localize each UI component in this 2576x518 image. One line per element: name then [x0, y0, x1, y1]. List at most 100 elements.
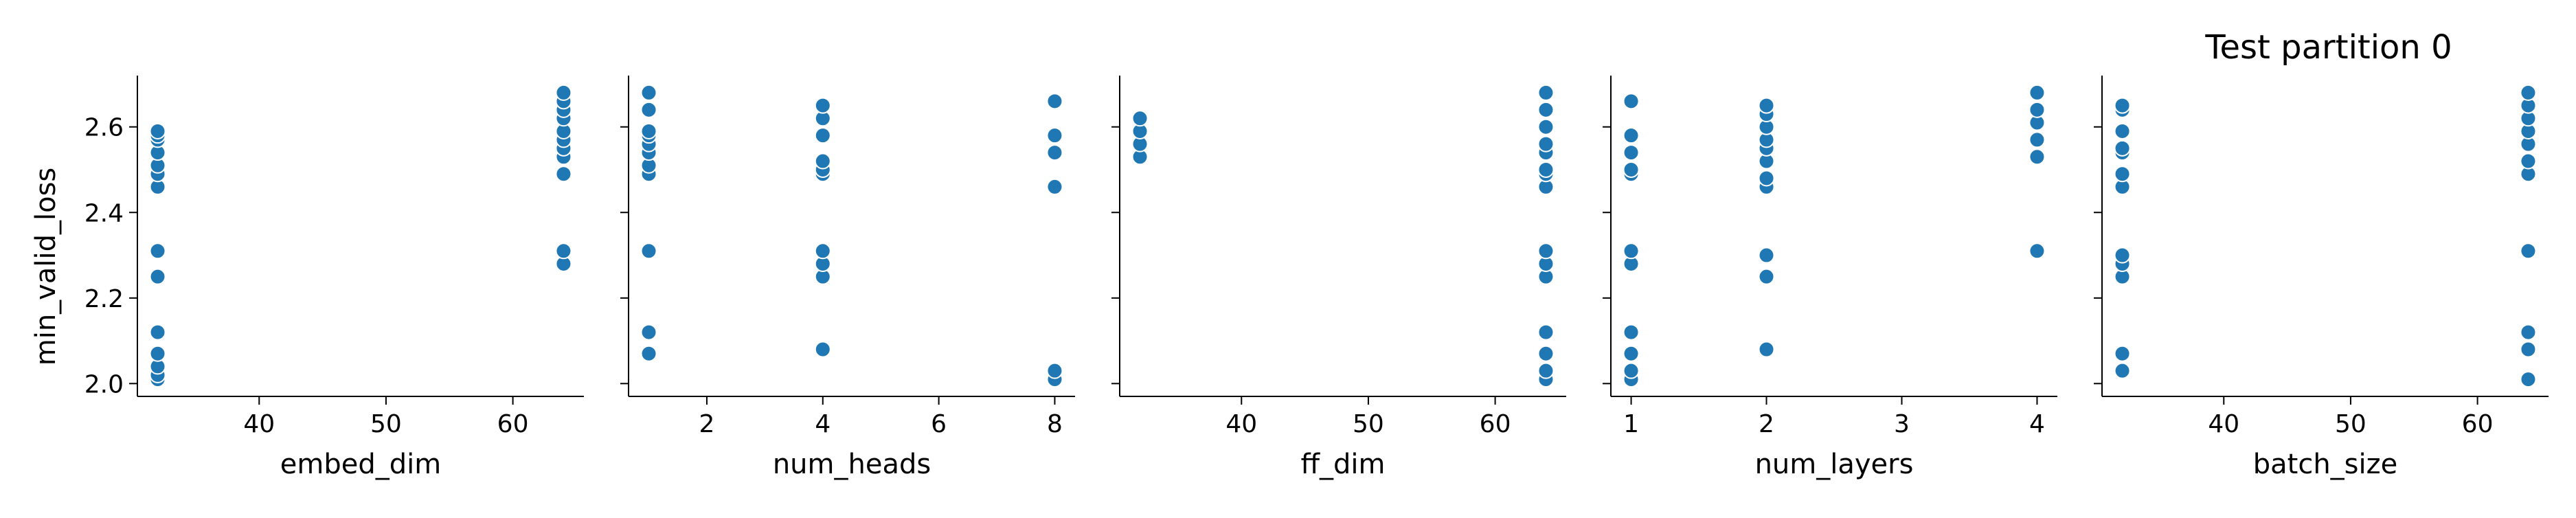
data-point	[1537, 345, 1555, 362]
x-tick-label: 2	[699, 410, 715, 438]
data-point	[1623, 362, 1640, 379]
y-axis-label: min_valid_loss	[30, 168, 62, 366]
data-point	[814, 97, 831, 114]
data-point	[1537, 118, 1555, 135]
data-point	[555, 166, 572, 183]
data-point	[555, 84, 572, 101]
data-point	[1046, 362, 1063, 379]
data-point	[1537, 362, 1555, 379]
points-group	[149, 84, 572, 388]
data-point	[1623, 93, 1640, 110]
data-point	[1046, 127, 1063, 144]
x-tick-label: 1	[1623, 410, 1639, 438]
data-point	[1623, 324, 1640, 341]
data-point	[2520, 153, 2537, 170]
data-point	[814, 153, 831, 170]
data-point	[1758, 170, 1775, 187]
x-axis-label: num_heads	[773, 449, 931, 480]
data-point	[1046, 144, 1063, 161]
data-point	[1758, 268, 1775, 285]
panel-num-heads: 2 4 6 8 num_heads	[620, 76, 1075, 480]
data-point	[2029, 243, 2046, 260]
y-tick-label: 2.2	[84, 285, 124, 313]
data-point	[1758, 247, 1775, 264]
x-tick-label: 50	[2335, 410, 2366, 438]
points-group	[640, 84, 1063, 388]
data-point	[814, 243, 831, 260]
data-point	[640, 84, 657, 101]
data-point	[1537, 84, 1555, 101]
data-point	[640, 324, 657, 341]
data-point	[2520, 243, 2537, 260]
figure-title: Test partition 0	[2204, 28, 2452, 67]
data-point	[149, 268, 166, 285]
data-point	[1623, 345, 1640, 362]
data-point	[2029, 148, 2046, 166]
data-point	[2114, 122, 2131, 139]
data-point	[1537, 135, 1555, 153]
x-axis-label: num_layers	[1755, 449, 1914, 480]
data-point	[2520, 324, 2537, 341]
data-point	[555, 243, 572, 260]
data-point	[640, 122, 657, 139]
panel-batch-size: 40 50 60 batch_size	[2094, 76, 2549, 480]
data-point	[2114, 345, 2131, 362]
data-point	[640, 101, 657, 118]
data-point	[1537, 161, 1555, 178]
x-tick-label: 6	[931, 410, 947, 438]
x-tick-label: 4	[2029, 410, 2045, 438]
data-point	[2029, 84, 2046, 101]
data-point	[640, 345, 657, 362]
x-tick-label: 2	[1759, 410, 1774, 438]
y-tick-label: 2.4	[84, 199, 124, 227]
x-tick-label: 4	[815, 410, 831, 438]
points-group	[1623, 84, 2046, 388]
data-point	[1537, 243, 1555, 260]
data-point	[2029, 131, 2046, 148]
data-point	[2114, 362, 2131, 379]
y-tick-label: 2.6	[84, 114, 124, 142]
x-tick-label: 8	[1047, 410, 1063, 438]
x-tick-label: 50	[370, 410, 402, 438]
x-tick-label: 60	[2462, 410, 2494, 438]
data-point	[149, 345, 166, 362]
x-axis-label: ff_dim	[1300, 449, 1385, 480]
x-axis-label: embed_dim	[280, 449, 441, 480]
data-point	[814, 341, 831, 358]
data-point	[149, 122, 166, 139]
x-tick-label: 50	[1353, 410, 1384, 438]
data-point	[1758, 341, 1775, 358]
data-point	[1623, 161, 1640, 178]
data-point	[1758, 97, 1775, 114]
data-point	[1046, 93, 1063, 110]
data-point	[2520, 371, 2537, 388]
y-tick-label: 2.0	[84, 370, 124, 398]
data-point	[640, 243, 657, 260]
panel-embed-dim: 2.0 2.2 2.4 2.6 40 50 60 embed_dim	[84, 76, 584, 480]
data-point	[1537, 101, 1555, 118]
data-point	[1623, 127, 1640, 144]
x-tick-label: 3	[1894, 410, 1910, 438]
data-point	[814, 127, 831, 144]
panel-ff-dim: 40 50 60 ff_dim	[1111, 76, 1566, 480]
data-point	[1537, 324, 1555, 341]
x-tick-label: 40	[1225, 410, 1257, 438]
panels-group: 2.0 2.2 2.4 2.6 40 50 60 embed_dim 2 4 6 8 num_heads…	[84, 76, 2549, 480]
data-point	[149, 243, 166, 260]
x-axis-label: batch_size	[2253, 449, 2398, 480]
panel-num-layers: 1 2 3 4 num_layers	[1603, 76, 2057, 480]
points-group	[2114, 84, 2537, 388]
data-point	[2029, 101, 2046, 118]
data-point	[2114, 166, 2131, 183]
data-point	[2114, 97, 2131, 114]
x-tick-label: 40	[2208, 410, 2239, 438]
x-tick-label: 60	[1480, 410, 1511, 438]
data-point	[2114, 247, 2131, 264]
data-point	[2520, 341, 2537, 358]
x-tick-label: 40	[243, 410, 275, 438]
data-point	[1623, 243, 1640, 260]
x-tick-label: 60	[497, 410, 529, 438]
